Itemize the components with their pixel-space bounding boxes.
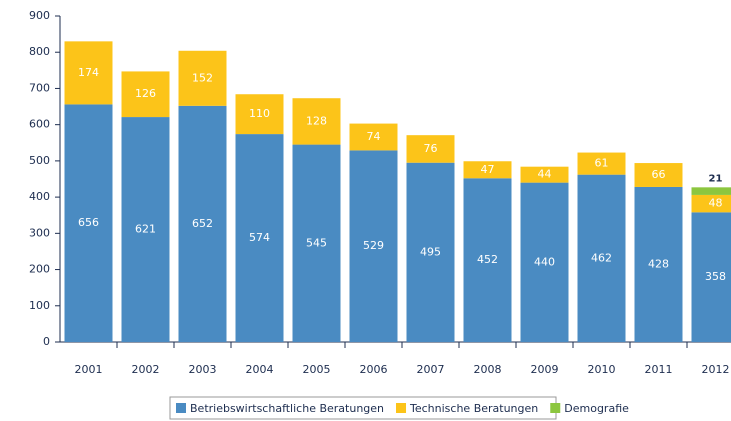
data-label: 66 — [652, 168, 666, 181]
bar-segment — [463, 161, 512, 179]
data-label: 621 — [135, 223, 156, 236]
y-tick-label: 900 — [29, 9, 50, 22]
y-tick-label: 500 — [29, 154, 50, 167]
data-label: 48 — [709, 197, 723, 210]
data-label: 440 — [534, 255, 555, 268]
data-label: 574 — [249, 231, 270, 244]
x-tick-label: 2003 — [189, 363, 217, 376]
data-label: 495 — [420, 245, 441, 258]
y-tick-label: 600 — [29, 118, 50, 131]
bar-segment — [349, 123, 398, 151]
data-label: 128 — [306, 114, 327, 127]
bar-segment — [634, 186, 683, 342]
data-label: 656 — [78, 216, 99, 229]
bar-segment — [64, 104, 113, 342]
x-tick-label: 2011 — [645, 363, 673, 376]
x-tick-label: 2009 — [531, 363, 559, 376]
y-tick-label: 700 — [29, 81, 50, 94]
y-tick-label: 100 — [29, 299, 50, 312]
bar-segment — [691, 187, 731, 195]
bar-segment — [406, 162, 455, 342]
bar-segment — [634, 163, 683, 187]
bar-segment — [235, 94, 284, 135]
x-tick-label: 2008 — [474, 363, 502, 376]
bar-segment — [520, 182, 569, 342]
x-tick-label: 2004 — [246, 363, 274, 376]
bar-segment — [178, 50, 227, 106]
data-label: 110 — [249, 107, 270, 120]
data-label: 545 — [306, 236, 327, 249]
data-label: 152 — [192, 71, 213, 84]
bar-segment — [463, 178, 512, 342]
data-label: 529 — [363, 239, 384, 252]
bar-segment — [292, 144, 341, 342]
y-tick-label: 200 — [29, 263, 50, 276]
x-tick-label: 2001 — [75, 363, 103, 376]
legend-swatch — [176, 403, 186, 413]
x-tick-label: 2010 — [588, 363, 616, 376]
bar-segment — [577, 152, 626, 175]
bar-segment — [577, 174, 626, 342]
y-tick-label: 400 — [29, 190, 50, 203]
legend-swatch — [550, 403, 561, 413]
bar-segment — [520, 166, 569, 183]
x-tick-label: 2002 — [132, 363, 160, 376]
data-label: 174 — [78, 66, 99, 79]
x-tick-label: 2007 — [417, 363, 445, 376]
y-tick-label: 800 — [29, 45, 50, 58]
data-label: 358 — [705, 270, 726, 283]
data-label: 126 — [135, 87, 156, 100]
bar-segment — [121, 71, 170, 118]
bar-segment — [691, 194, 731, 213]
data-label: 652 — [192, 217, 213, 230]
data-label: 74 — [367, 130, 381, 143]
data-label: 428 — [648, 257, 669, 270]
bar-segment — [178, 105, 227, 342]
bar-segment — [691, 212, 731, 342]
data-label: 76 — [424, 142, 438, 155]
x-tick-label: 2012 — [702, 363, 730, 376]
data-label: 21 — [709, 173, 723, 184]
x-tick-label: 2005 — [303, 363, 331, 376]
data-label: 44 — [538, 168, 552, 181]
y-tick-label: 300 — [29, 226, 50, 239]
bar-segment — [235, 134, 284, 342]
bar-segment — [292, 98, 341, 145]
legend-label: Technische Beratungen — [409, 402, 538, 415]
bar-segment — [121, 117, 170, 342]
bar-segment — [406, 135, 455, 163]
data-label: 61 — [595, 157, 609, 170]
data-label: 462 — [591, 251, 612, 264]
data-label: 47 — [481, 163, 495, 176]
data-label: 452 — [477, 253, 498, 266]
legend-label: Demografie — [564, 402, 629, 415]
y-tick-label: 0 — [43, 335, 50, 348]
bar-segment — [349, 150, 398, 342]
legend-label: Betriebswirtschaftliche Beratungen — [190, 402, 384, 415]
bar-segment — [64, 41, 113, 105]
legend-swatch — [396, 403, 407, 413]
x-tick-label: 2006 — [360, 363, 388, 376]
